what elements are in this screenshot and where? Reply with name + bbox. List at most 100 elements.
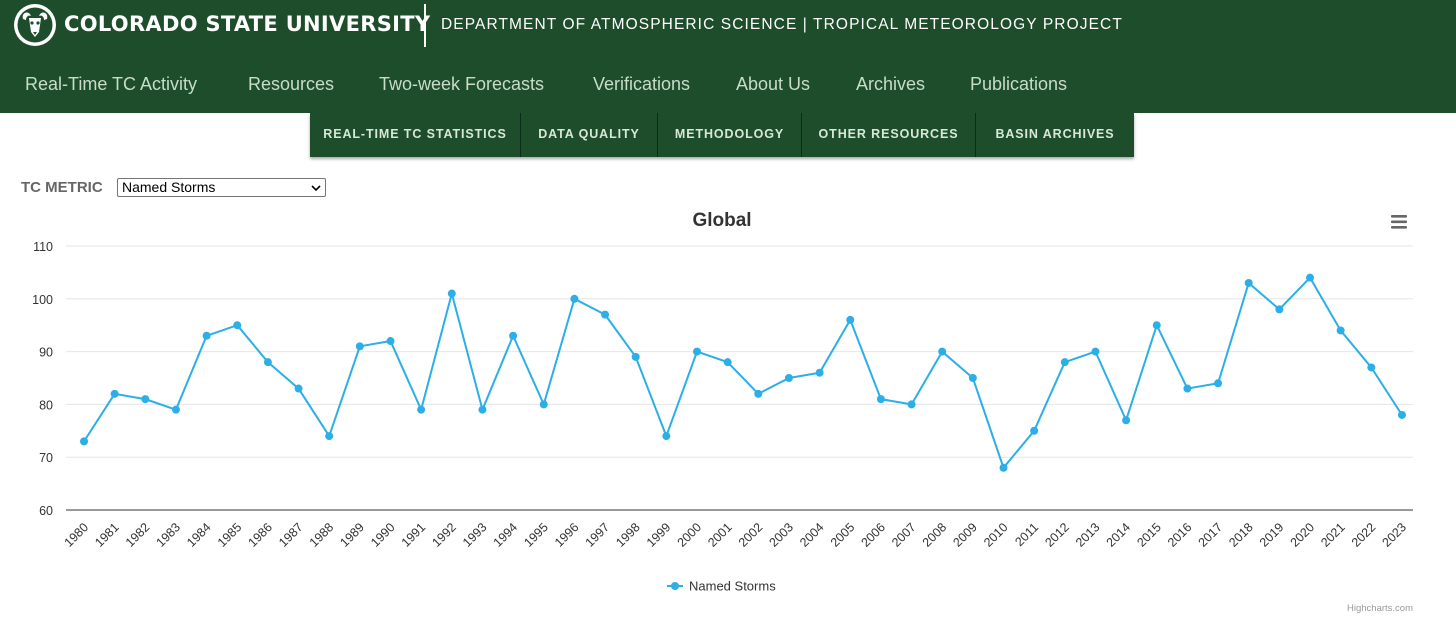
data-point[interactable] <box>631 352 640 361</box>
data-point[interactable] <box>263 358 272 367</box>
subnav-real-time-tc-statistics[interactable]: REAL-TIME TC STATISTICS <box>323 127 507 141</box>
x-tick-label: 1984 <box>184 520 214 550</box>
data-point[interactable] <box>1030 426 1039 435</box>
subnav-basin-archives[interactable]: BASIN ARCHIVES <box>995 127 1115 141</box>
subnav-separator <box>801 113 802 157</box>
data-point[interactable] <box>202 331 211 340</box>
data-point[interactable] <box>784 374 793 382</box>
site-header: COLORADO STATE UNIVERSITY DEPARTMENT OF … <box>0 0 1456 113</box>
x-tick-label: 1986 <box>245 520 275 550</box>
highcharts-credits[interactable]: Highcharts.com <box>1347 603 1413 614</box>
nav-verifications[interactable]: Verifications <box>593 74 691 94</box>
x-tick-label: 1989 <box>337 520 367 550</box>
data-point[interactable] <box>1214 379 1223 388</box>
x-tick-label: 1997 <box>583 520 613 550</box>
data-point[interactable] <box>846 315 855 324</box>
data-point[interactable] <box>386 337 395 346</box>
data-point[interactable] <box>815 368 824 377</box>
data-point[interactable] <box>1152 321 1161 330</box>
data-point[interactable] <box>1183 384 1192 393</box>
data-point[interactable] <box>999 463 1008 472</box>
named-storms-chart: Global 60 70 80 90 100 110 1980 1981 1982 1983 1984… <box>32 210 1413 614</box>
data-point[interactable] <box>938 347 947 356</box>
nav-resources[interactable]: Resources <box>248 74 335 94</box>
data-point[interactable] <box>907 400 916 409</box>
legend-item-named-storms[interactable]: Named Storms <box>689 579 776 594</box>
data-point[interactable] <box>968 374 977 382</box>
data-point[interactable] <box>355 342 364 351</box>
y-tick-label: 80 <box>39 398 53 412</box>
data-point[interactable] <box>539 400 548 409</box>
data-point[interactable] <box>509 331 518 340</box>
x-tick-label: 1996 <box>552 520 582 550</box>
x-tick-label: 2007 <box>889 520 919 550</box>
nav-real-time-tc-activity[interactable]: Real-Time TC Activity <box>25 74 198 94</box>
data-point[interactable] <box>294 384 303 393</box>
x-tick-label: 1990 <box>368 520 398 550</box>
x-tick-label: 1993 <box>460 520 490 550</box>
subnav-other-resources[interactable]: OTHER RESOURCES <box>818 127 959 141</box>
data-point[interactable] <box>1244 278 1253 287</box>
data-point[interactable] <box>1336 326 1345 335</box>
x-tick-label: 2022 <box>1349 520 1379 550</box>
x-tick-label: 1995 <box>521 520 551 550</box>
data-point[interactable] <box>417 405 426 414</box>
data-point[interactable] <box>1397 410 1406 419</box>
data-point[interactable] <box>233 321 242 330</box>
department-name[interactable]: DEPARTMENT OF ATMOSPHERIC SCIENCE | TROP… <box>441 16 1123 33</box>
x-tick-label: 2020 <box>1288 520 1318 550</box>
hamburger-menu-icon <box>1391 215 1407 229</box>
subnav-data-quality[interactable]: DATA QUALITY <box>538 127 640 141</box>
data-point[interactable] <box>601 310 610 319</box>
x-tick-label: 2011 <box>1012 520 1041 549</box>
x-tick-label: 2013 <box>1073 520 1103 550</box>
data-point[interactable] <box>141 395 150 404</box>
data-point[interactable] <box>723 358 732 367</box>
x-tick-label: 1999 <box>644 520 674 550</box>
x-tick-label: 1988 <box>307 520 337 550</box>
data-point[interactable] <box>171 405 180 414</box>
data-point[interactable] <box>876 395 885 404</box>
x-tick-label: 1991 <box>399 520 429 550</box>
university-name[interactable]: COLORADO STATE UNIVERSITY <box>64 12 431 36</box>
nav-publications[interactable]: Publications <box>970 74 1068 94</box>
data-point[interactable] <box>1275 305 1284 314</box>
y-tick-label: 90 <box>39 346 53 360</box>
x-tick-label: 2001 <box>705 520 735 550</box>
data-point[interactable] <box>1306 273 1314 282</box>
data-point[interactable] <box>110 389 119 398</box>
legend-marker <box>671 582 679 590</box>
subnav-separator <box>975 113 976 157</box>
data-point[interactable] <box>570 294 579 303</box>
y-tick-label: 60 <box>39 504 53 518</box>
x-tick-label: 1992 <box>429 520 459 550</box>
nav-two-week-forecasts[interactable]: Two-week Forecasts <box>379 74 545 94</box>
data-point[interactable] <box>754 389 763 398</box>
csu-ram-logo[interactable] <box>12 2 58 48</box>
tc-metric-select[interactable]: Named Storms <box>117 178 326 197</box>
data-point[interactable] <box>80 437 88 446</box>
data-point[interactable] <box>693 347 701 356</box>
tc-metric-label: TC METRIC <box>21 179 103 196</box>
subnav-methodology[interactable]: METHODOLOGY <box>674 127 785 141</box>
data-point[interactable] <box>662 432 671 441</box>
x-tick-label: 1998 <box>613 520 643 550</box>
data-point[interactable] <box>447 289 456 298</box>
data-point[interactable] <box>1091 347 1100 356</box>
subnav-separator <box>657 113 658 157</box>
data-point[interactable] <box>478 405 487 414</box>
data-point[interactable] <box>1122 416 1131 425</box>
x-tick-label: 2003 <box>767 520 797 550</box>
data-point[interactable] <box>1367 363 1376 372</box>
x-tick-label: 2023 <box>1380 520 1410 550</box>
x-tick-label: 1983 <box>154 520 184 550</box>
nav-about-us[interactable]: About Us <box>736 74 811 94</box>
nav-archives[interactable]: Archives <box>856 74 926 94</box>
x-tick-label: 2002 <box>736 520 766 550</box>
chart-menu-button[interactable] <box>1386 212 1412 232</box>
y-tick-label: 70 <box>39 451 53 465</box>
data-point[interactable] <box>325 432 334 441</box>
x-tick-label: 2021 <box>1318 520 1348 550</box>
data-point[interactable] <box>1060 358 1069 367</box>
x-tick-label: 2005 <box>828 520 858 550</box>
